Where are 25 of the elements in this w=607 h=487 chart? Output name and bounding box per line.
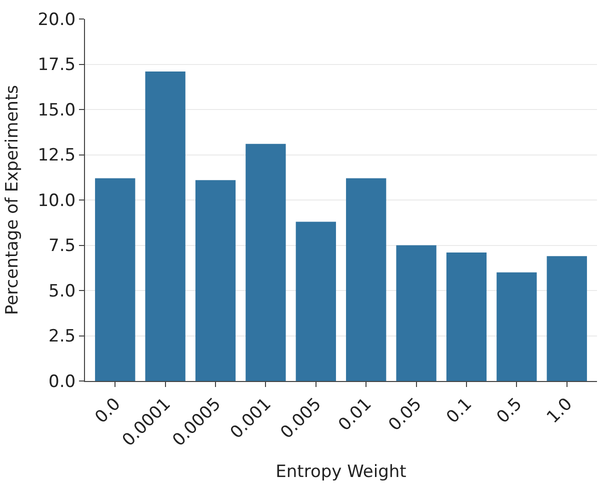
y-tick-label: 5.0 xyxy=(48,281,76,302)
y-tick-label: 10.0 xyxy=(38,190,76,211)
bar xyxy=(346,178,386,381)
y-tick-label: 17.5 xyxy=(38,55,76,76)
y-tick-label: 7.5 xyxy=(48,236,76,256)
x-tick-label: 0.5 xyxy=(492,394,526,428)
y-tick-label: 15.0 xyxy=(38,100,76,120)
y-tick-label: 2.5 xyxy=(48,326,76,347)
bar xyxy=(546,256,587,381)
bar xyxy=(396,245,436,381)
bar xyxy=(296,222,336,381)
x-axis-title: Entropy Weight xyxy=(276,462,407,482)
bar xyxy=(145,71,186,381)
bar xyxy=(446,252,487,381)
x-tick-label: 0.1 xyxy=(442,394,476,428)
y-tick-label: 0.0 xyxy=(48,372,76,392)
bar xyxy=(195,180,236,381)
x-tick-label: 0.0 xyxy=(91,394,125,428)
y-tick-label: 20.0 xyxy=(38,10,76,30)
bar xyxy=(496,272,537,381)
bar xyxy=(246,144,286,381)
x-tick-label: 1.0 xyxy=(543,394,576,428)
y-axis-title: Percentage of Experiments xyxy=(2,84,22,315)
bar xyxy=(95,178,136,381)
y-tick-label: 12.5 xyxy=(38,146,76,166)
